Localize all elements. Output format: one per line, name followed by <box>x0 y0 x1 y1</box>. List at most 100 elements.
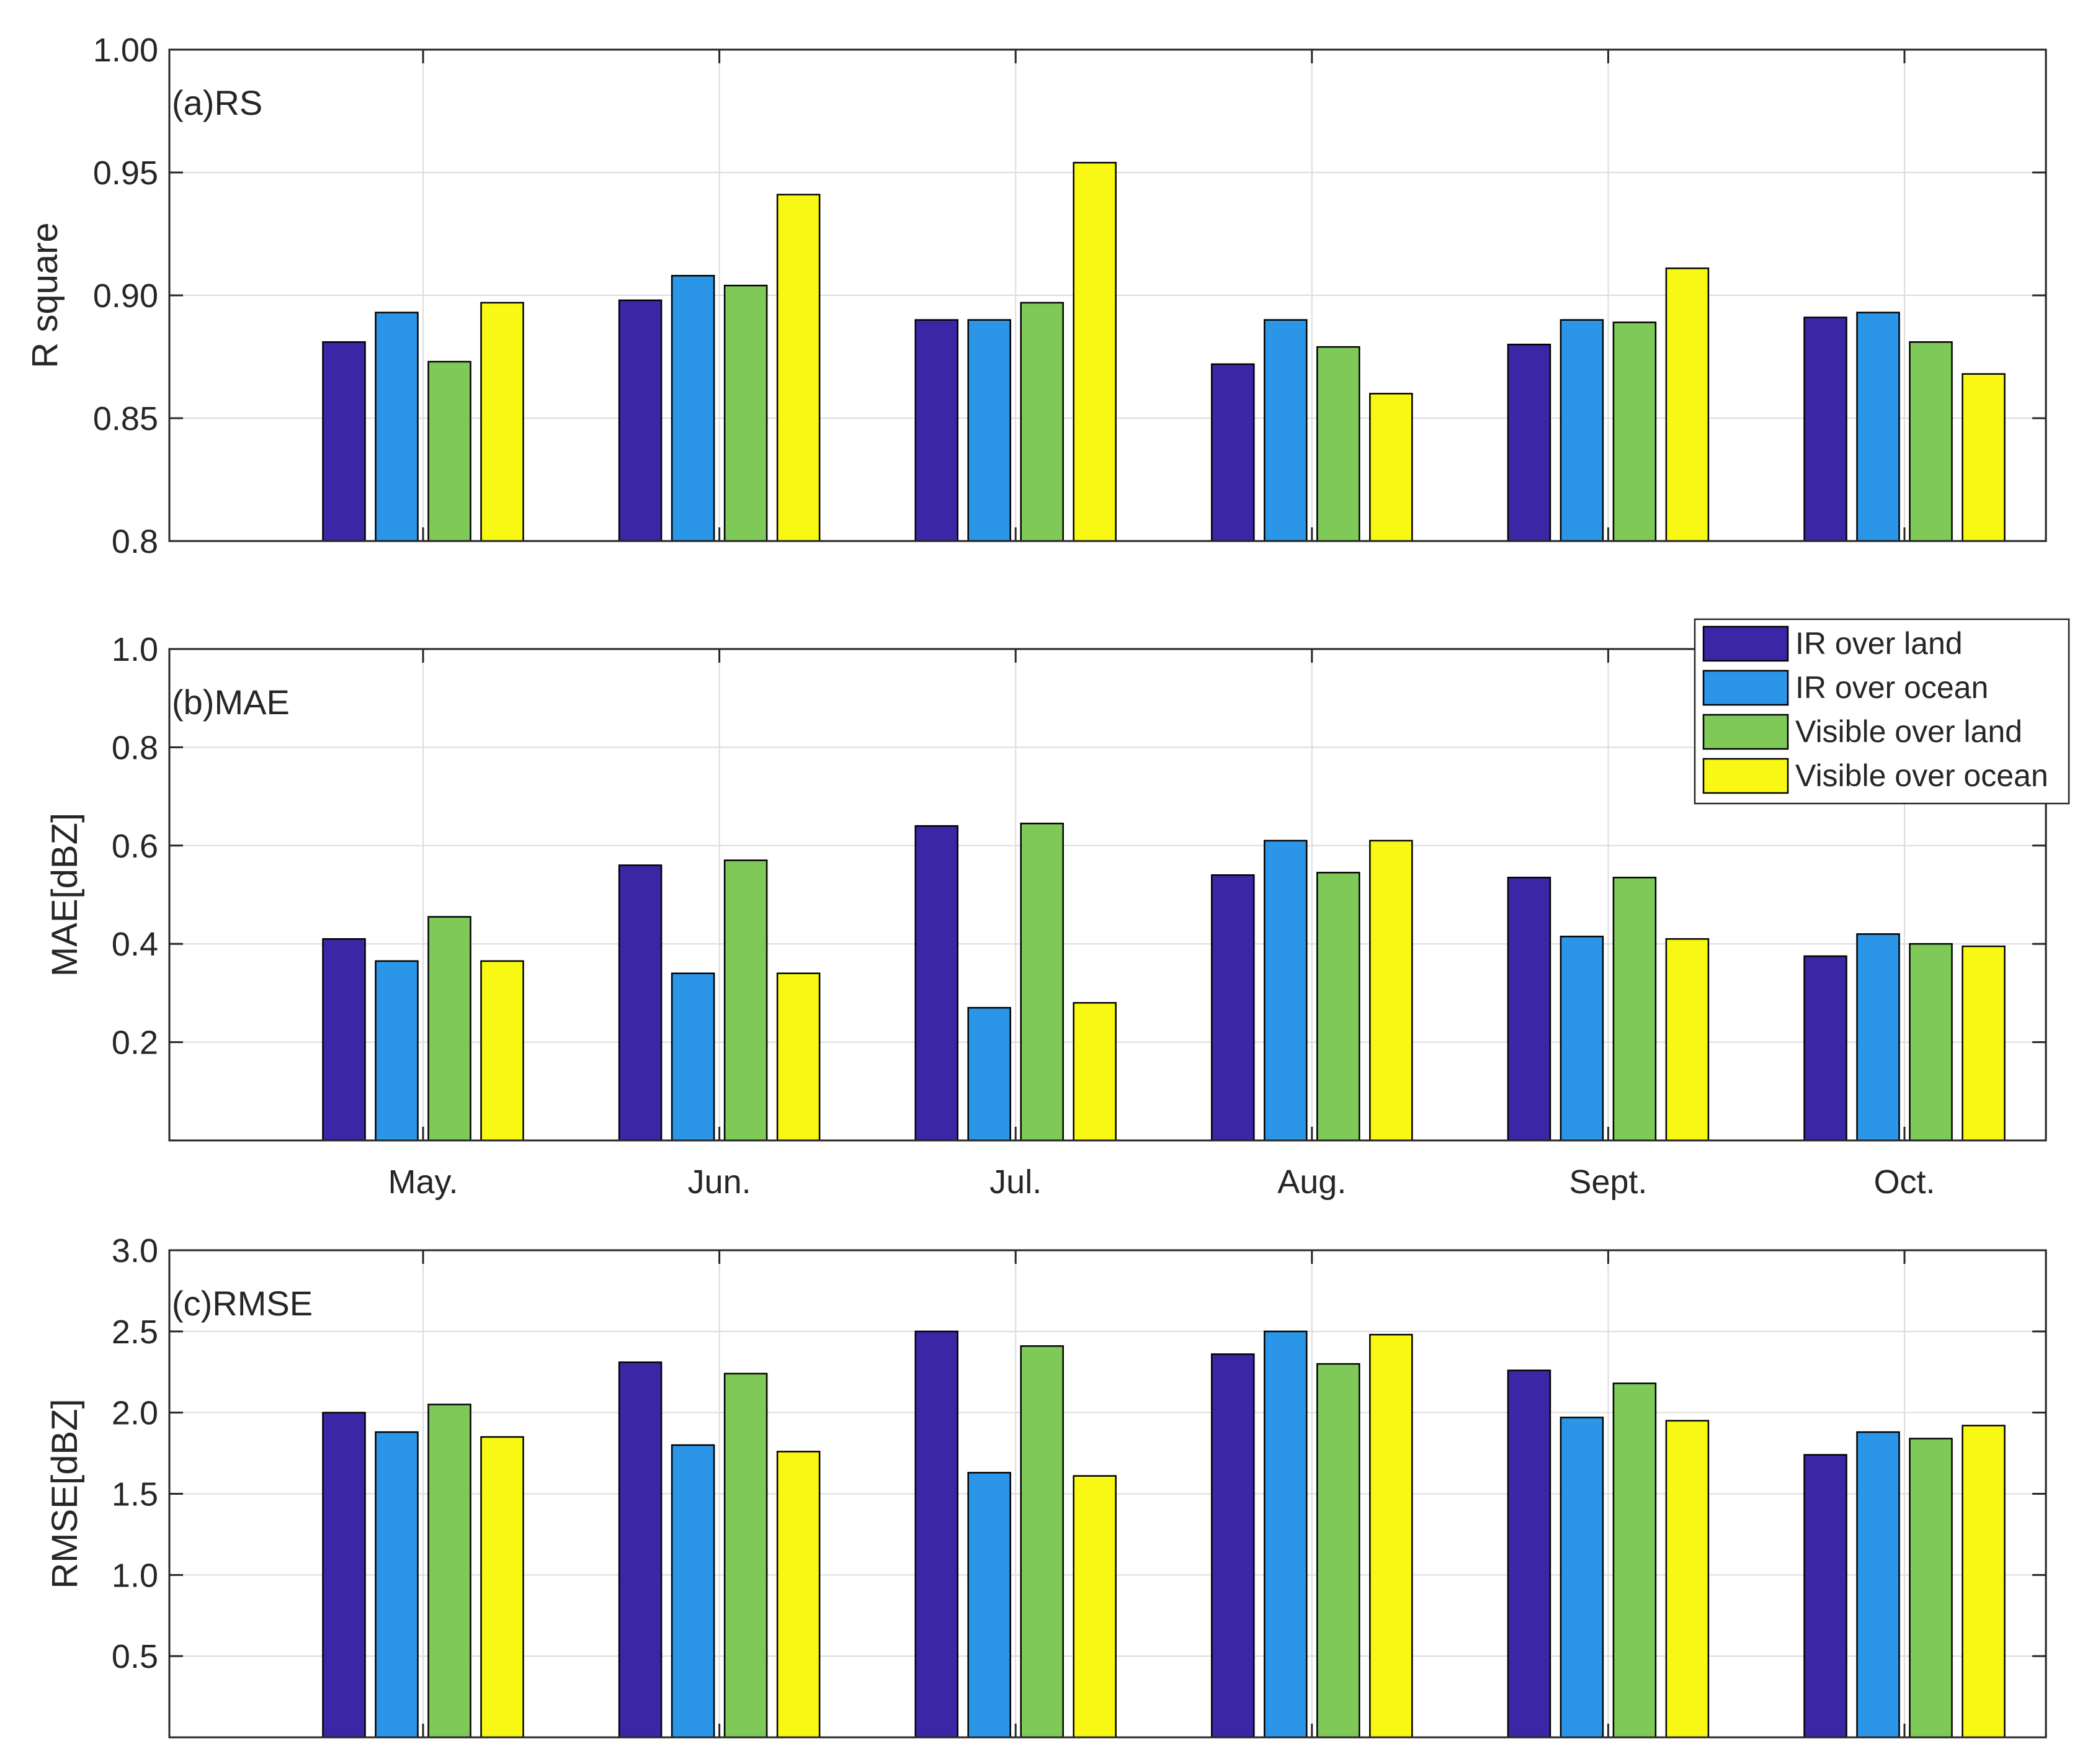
axes-box <box>168 648 2047 1142</box>
bar-rmse-jul-2 <box>1020 1345 1064 1739</box>
bar-rs-oct-0 <box>1803 316 1847 542</box>
bar-rmse-oct-0 <box>1803 1454 1847 1739</box>
legend-swatch-0 <box>1702 625 1789 662</box>
x-tick-label: Oct. <box>1873 1163 1935 1201</box>
bar-rs-sept-1 <box>1560 319 1604 542</box>
bar-rmse-aug-1 <box>1264 1330 1308 1739</box>
bar-rmse-oct-3 <box>1962 1425 2006 1739</box>
bar-rs-jun-2 <box>723 284 768 542</box>
bar-mae-jun-3 <box>776 972 821 1142</box>
panel-rmse: 0.5 1.0 1.5 2.0 2.5 3.0 RMSE[dBZ] (c)RMSE <box>45 1232 2047 1739</box>
bar-mae-may-1 <box>375 960 419 1142</box>
legend-label-0: IR over land <box>1795 626 1963 661</box>
bar-rmse-oct-2 <box>1909 1438 1953 1739</box>
bar-rmse-may-1 <box>375 1431 419 1739</box>
bar-mae-oct-3 <box>1962 945 2006 1142</box>
bar-rmse-jul-3 <box>1073 1475 1117 1739</box>
legend-swatch-2 <box>1702 714 1789 750</box>
bar-rs-aug-2 <box>1316 346 1360 542</box>
bar-rs-may-0 <box>322 341 366 542</box>
bar-rs-jul-1 <box>967 319 1011 542</box>
bar-rmse-oct-1 <box>1856 1431 1900 1739</box>
bar-rs-sept-0 <box>1507 343 1551 542</box>
bar-mae-jul-1 <box>967 1006 1011 1142</box>
bar-mae-aug-1 <box>1264 839 1308 1142</box>
y-tick-label: 0.8 <box>112 729 158 766</box>
bar-rmse-may-2 <box>427 1404 471 1739</box>
bar-mae-may-0 <box>322 938 366 1142</box>
bar-rs-may-1 <box>375 311 419 542</box>
bar-mae-oct-1 <box>1856 933 1900 1142</box>
bar-rmse-aug-0 <box>1211 1353 1255 1739</box>
bar-mae-jun-0 <box>618 864 663 1142</box>
bar-rs-jul-3 <box>1073 161 1117 542</box>
legend-swatch-3 <box>1702 758 1789 794</box>
legend: IR over land IR over ocean Visible over la… <box>1694 618 2070 805</box>
bar-rmse-may-0 <box>322 1412 366 1739</box>
bar-rmse-aug-2 <box>1316 1363 1360 1739</box>
bar-rs-jul-0 <box>914 319 958 542</box>
bar-rs-oct-1 <box>1856 311 1900 542</box>
bar-rs-sept-3 <box>1665 267 1710 542</box>
bar-rmse-sept-3 <box>1665 1420 1710 1739</box>
bar-rmse-sept-2 <box>1612 1382 1657 1739</box>
bar-mae-jun-2 <box>723 859 768 1142</box>
x-tick-label: Jul. <box>989 1163 1042 1201</box>
bar-mae-sept-3 <box>1665 938 1710 1142</box>
y-tick-label: 1.0 <box>112 1557 158 1594</box>
bar-rmse-sept-0 <box>1507 1369 1551 1739</box>
y-tick-label: 0.90 <box>93 277 158 315</box>
bar-rmse-jul-0 <box>914 1330 958 1739</box>
panel-mae: 0.2 0.4 0.6 0.8 1.0 May. Jun. Jul. Aug. Sept. Oct.… <box>45 631 2047 1201</box>
bar-mae-aug-3 <box>1369 839 1413 1142</box>
y-axis-label: RMSE[dBZ] <box>45 1399 85 1588</box>
y-tick-label: 0.6 <box>112 828 158 865</box>
panel-label: (b)MAE <box>172 683 290 722</box>
bar-mae-aug-0 <box>1211 874 1255 1142</box>
bar-rs-sept-2 <box>1612 321 1657 542</box>
bar-mae-jul-0 <box>914 825 958 1142</box>
bar-rmse-jun-2 <box>723 1372 768 1739</box>
y-tick-label: 0.85 <box>93 400 158 437</box>
bar-rmse-jun-3 <box>776 1451 821 1739</box>
bar-rs-jun-3 <box>776 194 821 542</box>
bar-mae-oct-2 <box>1909 942 1953 1142</box>
bar-rs-aug-0 <box>1211 363 1255 542</box>
x-tick-label: Jun. <box>688 1163 751 1201</box>
bar-rmse-sept-1 <box>1560 1417 1604 1739</box>
bar-rs-jul-2 <box>1020 302 1064 542</box>
y-tick-label: 0.2 <box>112 1024 158 1062</box>
bar-mae-jun-1 <box>671 972 715 1142</box>
bar-rmse-jun-1 <box>671 1444 715 1739</box>
y-axis-label: R square <box>25 222 65 368</box>
legend-swatch-1 <box>1702 669 1789 706</box>
legend-label-1: IR over ocean <box>1795 670 1988 705</box>
y-tick-label: 1.00 <box>93 32 158 69</box>
bar-mae-jul-3 <box>1073 1001 1117 1142</box>
panel-label: (c)RMSE <box>172 1284 313 1323</box>
bar-mae-sept-2 <box>1612 877 1657 1142</box>
y-tick-label: 3.0 <box>112 1232 158 1269</box>
bar-rmse-jul-1 <box>967 1472 1011 1739</box>
x-tick-label: Sept. <box>1569 1163 1647 1201</box>
bar-rmse-may-3 <box>480 1436 524 1739</box>
bar-rs-jun-1 <box>671 275 715 542</box>
bar-rmse-aug-3 <box>1369 1333 1413 1739</box>
y-tick-label: 2.5 <box>112 1314 158 1351</box>
bar-mae-jul-2 <box>1020 822 1064 1142</box>
bar-rs-aug-3 <box>1369 393 1413 542</box>
bar-rs-oct-3 <box>1962 373 2006 542</box>
x-tick-label: Aug. <box>1277 1163 1346 1201</box>
y-tick-label: 0.95 <box>93 154 158 192</box>
bar-mae-oct-0 <box>1803 955 1847 1142</box>
bar-rs-oct-2 <box>1909 341 1953 542</box>
bar-rs-jun-0 <box>618 299 663 542</box>
y-tick-label: 1.0 <box>112 631 158 668</box>
x-tick-label: May. <box>388 1163 458 1201</box>
bar-mae-may-2 <box>427 916 471 1142</box>
legend-label-3: Visible over ocean <box>1795 758 2048 793</box>
y-axis-label: MAE[dBZ] <box>45 813 85 977</box>
y-tick-label: 0.5 <box>112 1638 158 1675</box>
bar-rmse-jun-0 <box>618 1361 663 1739</box>
